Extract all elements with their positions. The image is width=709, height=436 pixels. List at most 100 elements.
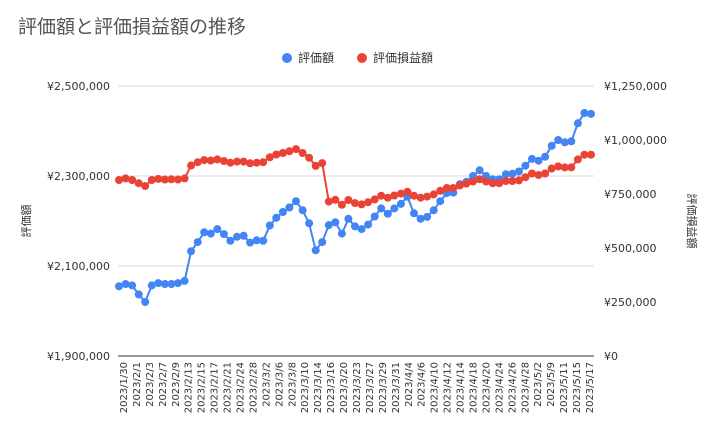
x-tick-label: 2023/3/27	[365, 362, 376, 413]
series-2-point	[213, 155, 222, 164]
grid-layer	[118, 85, 594, 357]
series-1-point	[410, 209, 418, 218]
x-tick-label: 2023/4/26	[507, 362, 518, 413]
series-2-point	[508, 177, 517, 185]
series-2-point	[383, 193, 392, 202]
series-1-point	[121, 280, 130, 288]
series-1-point	[239, 231, 248, 240]
series-2-point	[259, 158, 268, 167]
series-2-point	[442, 184, 451, 192]
series-2-point	[364, 198, 373, 207]
series-2-point	[298, 149, 307, 157]
series-1-point	[200, 228, 209, 237]
series-2-point	[528, 169, 536, 178]
series-1-point	[475, 166, 484, 175]
x-tick-label: 2023/2/21	[223, 362, 234, 413]
series-2-point	[174, 175, 182, 184]
series-layer	[115, 109, 595, 306]
x-tick-label: 2023/2/24	[236, 362, 247, 413]
series-1-point	[508, 169, 517, 178]
series-2-point	[455, 181, 464, 190]
x-tick-label: 2023/4/28	[520, 362, 531, 413]
series-2-point	[534, 171, 543, 179]
series-line-1	[118, 111, 592, 304]
series-1-point	[311, 246, 320, 255]
series-2-point	[370, 195, 379, 204]
series-1-point	[351, 222, 359, 231]
series-2-point	[292, 145, 300, 154]
series-2-point	[423, 192, 432, 201]
series-2-point	[344, 196, 353, 204]
legend-label: 評価損益額	[373, 50, 433, 65]
x-tick-label: 2023/4/18	[469, 362, 480, 413]
series-2-point	[187, 161, 196, 170]
series-1-point	[219, 230, 228, 239]
series-1-point	[160, 280, 169, 288]
series-2-point	[567, 163, 576, 172]
series-1-point	[206, 229, 215, 238]
series-2-point	[331, 195, 340, 204]
series-1-point	[318, 238, 327, 247]
x-tick-label: 2023/3/31	[391, 362, 402, 413]
x-tick-label: 2023/3/6	[274, 362, 285, 407]
series-1-point	[128, 281, 137, 290]
right-axis-title: 評価損益額	[685, 194, 699, 249]
legend-marker	[282, 53, 292, 63]
series-1-point	[383, 209, 392, 218]
x-tick-label: 2023/5/2	[533, 362, 544, 407]
series-2-point	[285, 147, 294, 156]
series-2-point	[246, 159, 255, 168]
series-2-point	[252, 158, 261, 167]
series-2-point	[429, 190, 438, 199]
legend-marker	[357, 53, 367, 63]
series-2-point	[206, 156, 215, 165]
series-2-point	[416, 193, 425, 202]
x-tick-label: 2023/5/11	[559, 362, 570, 413]
series-1-point	[364, 220, 373, 229]
series-1-point	[252, 236, 261, 245]
series-1-point	[226, 236, 235, 245]
series-2-point	[128, 176, 137, 184]
series-1-point	[246, 238, 255, 247]
x-tick-label: 2023/3/23	[352, 362, 363, 413]
series-2-point	[272, 150, 281, 159]
series-2-point	[219, 157, 228, 165]
series-1-point	[344, 214, 353, 223]
series-1-point	[580, 109, 589, 117]
series-2-point	[357, 200, 366, 209]
series-1-point	[285, 203, 294, 212]
series-2-point	[160, 175, 169, 184]
series-1-point	[390, 204, 399, 213]
series-2-point	[462, 179, 471, 188]
series-1-point	[331, 218, 340, 227]
x-tick-label: 2023/2/3	[145, 362, 156, 407]
left-axis-tick-label: ¥2,100,000	[47, 260, 110, 273]
series-2-point	[449, 184, 458, 192]
series-1-point	[396, 199, 405, 208]
series-1-point	[560, 138, 569, 147]
series-1-point	[534, 156, 543, 165]
series-1-point	[259, 236, 268, 245]
series-2-point	[547, 164, 556, 173]
series-2-point	[521, 173, 530, 182]
series-2-point	[305, 153, 314, 162]
series-1-point	[587, 109, 595, 118]
series-2-point	[560, 163, 569, 172]
x-tick-label: 2023/2/15	[197, 362, 208, 413]
series-1-point	[147, 281, 156, 290]
series-1-point	[337, 229, 346, 238]
right-axis-tick-label: ¥750,000	[604, 188, 657, 201]
x-tick-label: 2023/4/6	[417, 362, 428, 407]
legend-label: 評価額	[298, 50, 334, 65]
series-1-point	[292, 197, 300, 206]
series-1-point	[469, 172, 477, 180]
series-2-point	[115, 176, 123, 184]
series-1-point	[115, 282, 123, 291]
right-axis-tick-label: ¥250,000	[604, 296, 657, 309]
series-2-point	[239, 157, 248, 166]
axis-layer: ¥1,900,000 ¥2,100,000 ¥2,300,000 ¥2,500,000…	[19, 80, 699, 413]
series-1-point	[141, 298, 150, 306]
series-1-point	[541, 152, 550, 161]
series-2-point	[410, 191, 418, 200]
